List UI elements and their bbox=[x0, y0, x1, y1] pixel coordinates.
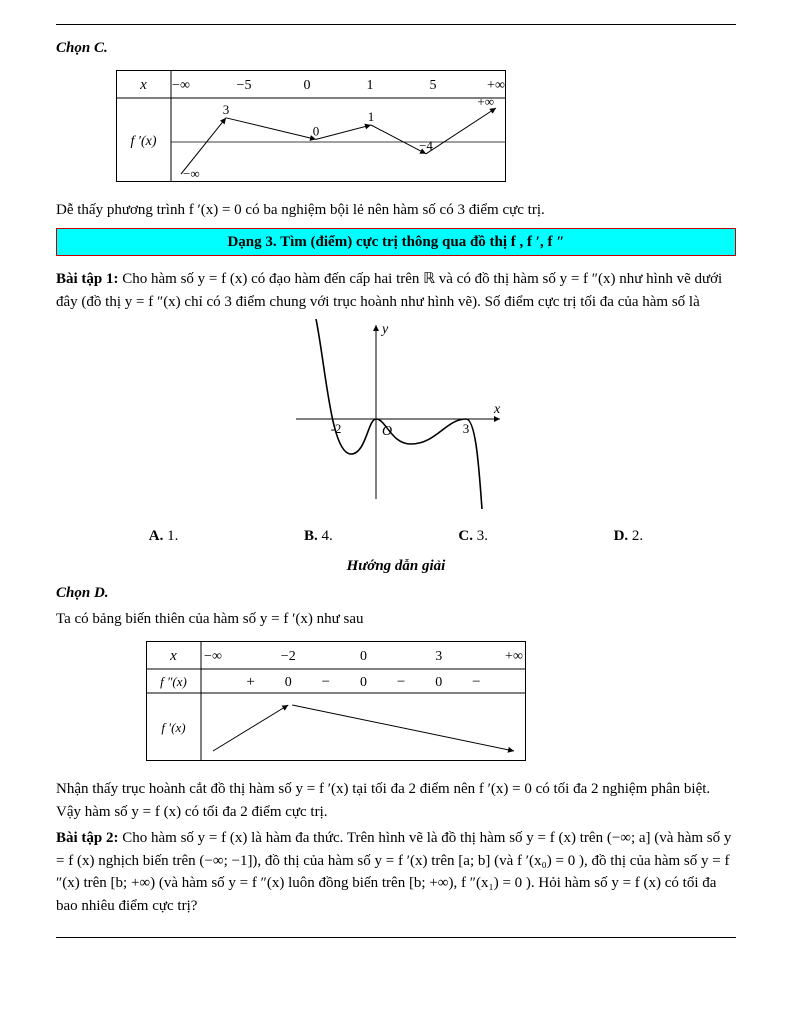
choice-b: B. 4. bbox=[304, 525, 333, 548]
svg-text:−: − bbox=[397, 674, 405, 690]
svg-text:−5: −5 bbox=[237, 78, 252, 93]
exercise-1-body: Cho hàm số y = f (x) có đạo hàm đến cấp … bbox=[56, 271, 722, 310]
variation-table-2-svg: x f ″(x) f ′(x) −∞ −2 0 3 +∞ 0 0 0 + − − − bbox=[146, 641, 526, 761]
svg-text:3: 3 bbox=[463, 421, 470, 436]
svg-text:3: 3 bbox=[435, 649, 442, 664]
svg-text:−∞: −∞ bbox=[172, 78, 190, 93]
svg-text:−: − bbox=[322, 674, 330, 690]
svg-text:3: 3 bbox=[223, 101, 230, 116]
svg-text:0: 0 bbox=[285, 675, 292, 690]
exercise-2-lead: Bài tập 2: bbox=[56, 830, 122, 846]
svg-text:f ′(x): f ′(x) bbox=[161, 720, 185, 735]
bbt-intro: Ta có bảng biến thiên của hàm số y = f ′… bbox=[56, 608, 736, 631]
svg-text:x: x bbox=[139, 77, 147, 93]
svg-text:f ″(x): f ″(x) bbox=[160, 674, 187, 689]
line-after-table1: Dễ thấy phương trình f ′(x) = 0 có ba ng… bbox=[56, 199, 736, 222]
choice-c: C. 3. bbox=[458, 525, 488, 548]
graph-fpp-svg: yxO-23 bbox=[286, 319, 506, 509]
graph-fpp: yxO-23 bbox=[286, 319, 506, 517]
choices-ex1: A. 1. B. 4. C. 3. D. 2. bbox=[86, 525, 706, 548]
guide-heading: Hướng dẫn giải bbox=[56, 555, 736, 578]
top-rule bbox=[56, 24, 736, 25]
svg-text:−: − bbox=[472, 674, 480, 690]
variation-table-2: x f ″(x) f ′(x) −∞ −2 0 3 +∞ 0 0 0 + − − − bbox=[146, 641, 526, 769]
svg-text:0: 0 bbox=[313, 123, 320, 138]
svg-text:+: + bbox=[246, 674, 254, 690]
svg-text:+∞: +∞ bbox=[487, 78, 505, 93]
variation-table-1: x f ′(x) −∞ −5 0 1 5 +∞ 3 0 1 −4 −∞ +∞ bbox=[116, 70, 506, 190]
svg-text:0: 0 bbox=[360, 675, 367, 690]
section-banner-dang3: Dạng 3. Tìm (điểm) cực trị thông qua đồ … bbox=[56, 228, 736, 257]
svg-text:1: 1 bbox=[368, 109, 375, 124]
svg-text:1: 1 bbox=[367, 78, 374, 93]
choice-a: A. 1. bbox=[149, 525, 179, 548]
svg-text:−∞: −∞ bbox=[204, 649, 222, 664]
answer-c: Chọn C. bbox=[56, 37, 736, 60]
exercise-2-body: Cho hàm số y = f (x) là hàm đa thức. Trê… bbox=[56, 830, 731, 914]
exercise-2: Bài tập 2: Cho hàm số y = f (x) là hàm đ… bbox=[56, 827, 736, 917]
after-bbt: Nhận thấy trục hoành cắt đồ thị hàm số y… bbox=[56, 778, 736, 823]
svg-text:x: x bbox=[169, 648, 177, 664]
svg-text:−∞: −∞ bbox=[183, 166, 200, 181]
answer-d: Chọn D. bbox=[56, 582, 736, 605]
svg-text:y: y bbox=[380, 322, 389, 337]
svg-text:0: 0 bbox=[304, 78, 311, 93]
svg-text:0: 0 bbox=[435, 675, 442, 690]
svg-text:0: 0 bbox=[360, 649, 367, 664]
variation-table-1-svg: x f ′(x) −∞ −5 0 1 5 +∞ 3 0 1 −4 −∞ +∞ bbox=[116, 70, 506, 182]
svg-text:−4: −4 bbox=[419, 137, 433, 152]
choice-d: D. 2. bbox=[614, 525, 644, 548]
exercise-1: Bài tập 1: Cho hàm số y = f (x) có đạo h… bbox=[56, 268, 736, 313]
svg-text:+∞: +∞ bbox=[505, 649, 523, 664]
svg-text:x: x bbox=[493, 402, 501, 417]
svg-text:+∞: +∞ bbox=[477, 94, 494, 109]
svg-text:5: 5 bbox=[430, 78, 437, 93]
exercise-1-lead: Bài tập 1: bbox=[56, 271, 122, 287]
svg-text:−2: −2 bbox=[281, 649, 296, 664]
svg-text:f ′(x): f ′(x) bbox=[131, 134, 157, 149]
bottom-rule bbox=[56, 937, 736, 938]
